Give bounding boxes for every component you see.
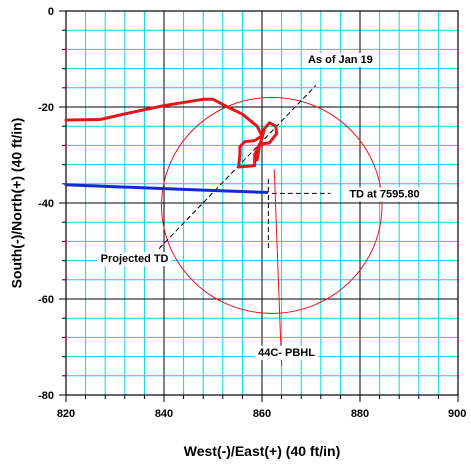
annotation-label: As of Jan 19	[308, 54, 373, 66]
y-tick-label: -80	[38, 390, 54, 402]
annotation-background	[97, 252, 172, 267]
x-tick-label: 840	[155, 408, 173, 420]
series-line	[64, 183, 269, 194]
y-axis-title: South(-)/North(+) (40 ft/in)	[9, 118, 25, 289]
annotation-label: 44C- PBHL	[258, 347, 315, 359]
x-axis-title: West(-)/East(+) (40 ft/in)	[184, 443, 340, 459]
annotation-background	[346, 187, 423, 202]
series-line	[64, 97, 279, 169]
axis-ticks	[59, 10, 459, 402]
guide-line	[273, 169, 283, 367]
x-tick-label: 860	[253, 408, 271, 420]
x-tick-labels: 820 840 860 880 900	[57, 408, 467, 420]
x-tick-label: 900	[448, 408, 466, 420]
y-tick-label: 0	[48, 6, 54, 18]
target-circle	[161, 96, 383, 314]
target-circle-layer	[161, 96, 383, 314]
y-tick-label: -40	[38, 198, 54, 210]
x-tick-label: 880	[351, 408, 369, 420]
y-tick-label: -20	[38, 102, 54, 114]
annotation-background	[304, 53, 376, 67]
annotation-background	[255, 345, 319, 360]
annotation-label: TD at 7595.80	[349, 188, 419, 200]
x-tick-label: 820	[57, 408, 75, 420]
y-tick-labels: 0 -20 -40 -60 -80	[38, 6, 54, 402]
annotations: As of Jan 19 TD at 7595.80 Projected TD 44C…	[97, 53, 423, 360]
annotation-label: Projected TD	[101, 253, 169, 265]
y-tick-label: -60	[38, 294, 54, 306]
series-layer	[64, 97, 279, 194]
